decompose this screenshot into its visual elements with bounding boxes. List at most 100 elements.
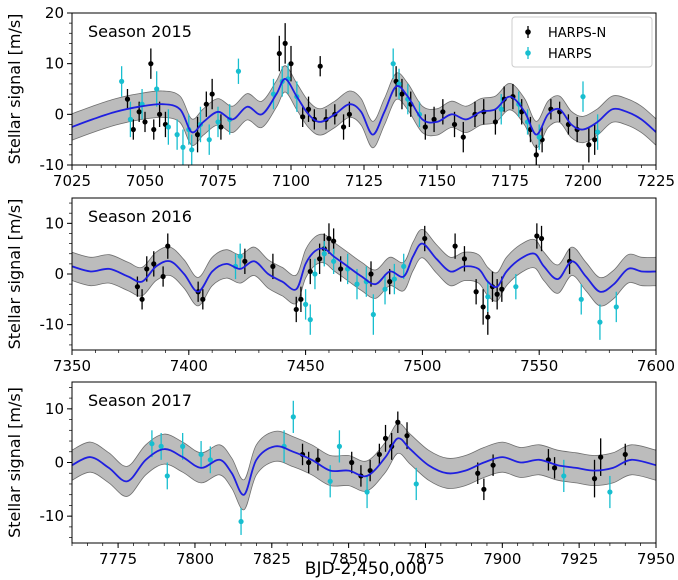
model-curve (72, 242, 656, 293)
legend-marker (525, 29, 531, 35)
x-tick-label: 7950 (637, 550, 675, 568)
harps-point (127, 116, 133, 122)
harps-point (180, 443, 186, 449)
harpsn-point (288, 61, 294, 67)
harpsn-point (282, 40, 288, 47)
harpsn-point (270, 263, 276, 269)
panel-title: Season 2017 (88, 391, 192, 410)
panel-2: 7350 7400 7450 7500 7550 7600 -10 0 10 Season 201… (5, 197, 675, 375)
harps-point (536, 134, 542, 140)
harpsn-point (622, 451, 628, 458)
y-axis-label: Stellar signal [m/s] (5, 199, 24, 350)
harpsn-point (144, 266, 150, 272)
harpsn-point (440, 109, 446, 115)
harpsn-point (134, 284, 141, 290)
harpsn-point (591, 476, 598, 482)
harps-point (364, 489, 370, 495)
harpsn-point (307, 268, 313, 275)
harps-point (513, 284, 519, 290)
harpsn-point (124, 96, 131, 102)
harps-point (215, 119, 221, 125)
legend: HARPS-N HARPS (511, 16, 653, 68)
harps-point (595, 129, 601, 135)
harpsn-point (305, 106, 312, 112)
harpsn-point (533, 152, 539, 158)
model-uncertainty-band (72, 422, 656, 511)
harps-point (207, 457, 213, 463)
harpsn-point (431, 116, 437, 122)
harps-point (307, 317, 313, 323)
harps-point (235, 68, 242, 74)
x-tick-label: 7775 (99, 550, 137, 568)
harps-point (198, 451, 204, 458)
harpsn-point (475, 470, 481, 476)
harpsn-point (395, 419, 401, 425)
harpsn-point (165, 243, 171, 249)
harpsn-point (492, 119, 498, 125)
x-tick-label: 7100 (272, 172, 310, 190)
harpsn-point (203, 101, 209, 107)
harpsn-point (346, 111, 352, 117)
harpsn-point (376, 451, 382, 458)
x-tick-label: 7875 (406, 550, 444, 568)
plot-area (72, 400, 656, 535)
harpsn-point (151, 261, 157, 267)
harpsn-point (317, 63, 323, 69)
y-tick-label: 10 (45, 55, 64, 73)
x-tick-label: 7900 (483, 550, 521, 568)
harpsn-point (300, 114, 306, 120)
harpsn-point (461, 256, 468, 262)
harpsn-point (422, 235, 428, 242)
harpsn-point (598, 454, 604, 460)
harpsn-point (136, 109, 142, 115)
harpsn-point (148, 61, 154, 67)
y-tick-label: 0 (54, 454, 64, 472)
harpsn-point (422, 124, 428, 130)
harpsn-point (130, 126, 136, 133)
harpsn-point (451, 121, 458, 128)
harps-point (158, 443, 164, 449)
harps-point (370, 311, 376, 318)
harpsn-point (481, 486, 487, 492)
harpsn-point (534, 233, 540, 239)
harps-point (382, 286, 388, 292)
model-uncertainty-band (72, 229, 656, 307)
harpsn-point (499, 286, 505, 292)
harpsn-point (142, 119, 148, 125)
harps-point (354, 281, 360, 287)
harpsn-point (338, 266, 344, 272)
y-axis-label: Stellar signal [m/s] (5, 14, 24, 165)
harpsn-point (315, 457, 321, 463)
harpsn-point (331, 238, 337, 244)
harps-point (498, 106, 504, 112)
x-tick-label: 7925 (560, 550, 598, 568)
x-tick-label: 7825 (253, 550, 291, 568)
harpsn-point (200, 296, 206, 302)
harpsn-point (473, 289, 479, 295)
harps-point (401, 263, 407, 269)
harps-point (413, 481, 419, 487)
y-axis-label: Stellar signal [m/s] (5, 387, 24, 538)
x-tick-label: 7550 (520, 357, 558, 375)
panel-3: 7775 7800 7825 7850 7875 7900 7925 7950 -10 0 10 Se… (5, 381, 675, 568)
harps-point (238, 518, 244, 525)
plot-area (72, 223, 656, 340)
harps-point (189, 147, 195, 153)
harpsn-point (480, 304, 486, 310)
harpsn-point (551, 465, 558, 471)
harps-point (336, 443, 343, 449)
harpsn-point (209, 91, 215, 97)
harps-point (119, 78, 125, 84)
x-tick-label: 7600 (637, 357, 675, 375)
x-tick-label: 7450 (287, 357, 325, 375)
x-tick-label: 7200 (564, 172, 602, 190)
harps-point (164, 473, 170, 479)
harpsn-point (242, 258, 248, 264)
harpsn-point (160, 273, 166, 280)
harps-point (237, 253, 243, 259)
x-tick-label: 7050 (126, 172, 164, 190)
harpsn-point (460, 134, 466, 140)
harpsn-point (218, 124, 224, 130)
x-tick-label: 7025 (53, 172, 91, 190)
